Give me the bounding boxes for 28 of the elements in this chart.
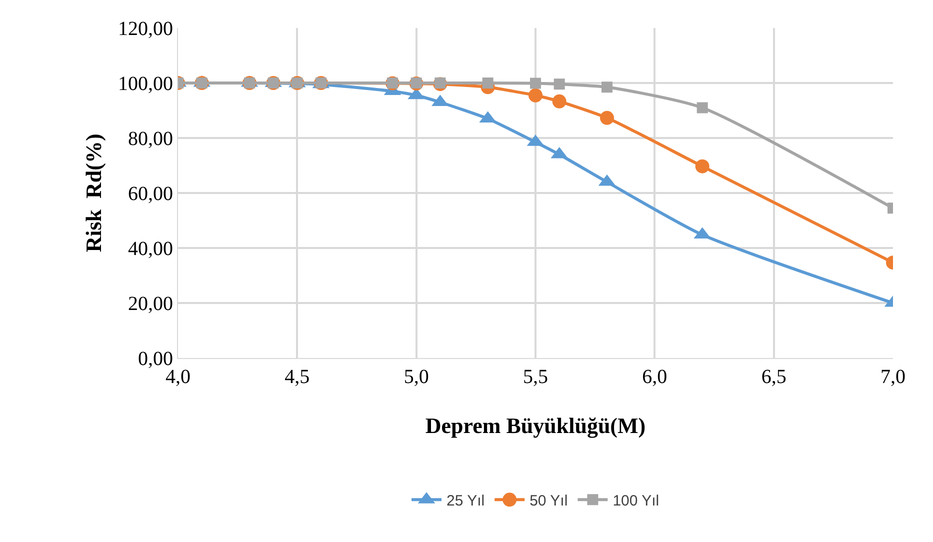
point <box>482 78 494 88</box>
y-tick-label: 80,00 <box>128 128 173 150</box>
y-tick-label: 40,00 <box>128 238 173 260</box>
point <box>696 102 708 114</box>
x-tick-label: 7,0 <box>880 366 906 388</box>
x-tick-label: 6,5 <box>761 366 786 388</box>
legend-label: 50 Yıl <box>530 492 568 510</box>
y-tick-label: 60,00 <box>128 183 173 205</box>
legend-label: 25 Yıl <box>446 492 485 510</box>
point <box>528 88 542 102</box>
point <box>552 94 566 108</box>
y-tick-label: 20,00 <box>128 293 173 315</box>
point <box>695 159 710 174</box>
point <box>530 78 541 89</box>
y-tick-label: 100,00 <box>118 73 173 95</box>
point <box>600 110 614 125</box>
y-axis-title: Risk Rd(%) <box>80 134 106 252</box>
x-tick-label: 6,0 <box>642 366 668 388</box>
point <box>434 78 446 88</box>
y-tick-label: 120,00 <box>118 18 173 40</box>
point <box>602 82 612 93</box>
point <box>554 78 565 90</box>
x-axis-title: Deprem Büyüklüğü(M) <box>425 412 646 438</box>
x-tick-label: 5,5 <box>523 366 548 388</box>
x-tick-label: 4,5 <box>284 366 310 388</box>
point <box>410 78 422 88</box>
x-tick-label: 5,0 <box>404 366 429 388</box>
legend-label: 100 Yıl <box>612 492 660 510</box>
